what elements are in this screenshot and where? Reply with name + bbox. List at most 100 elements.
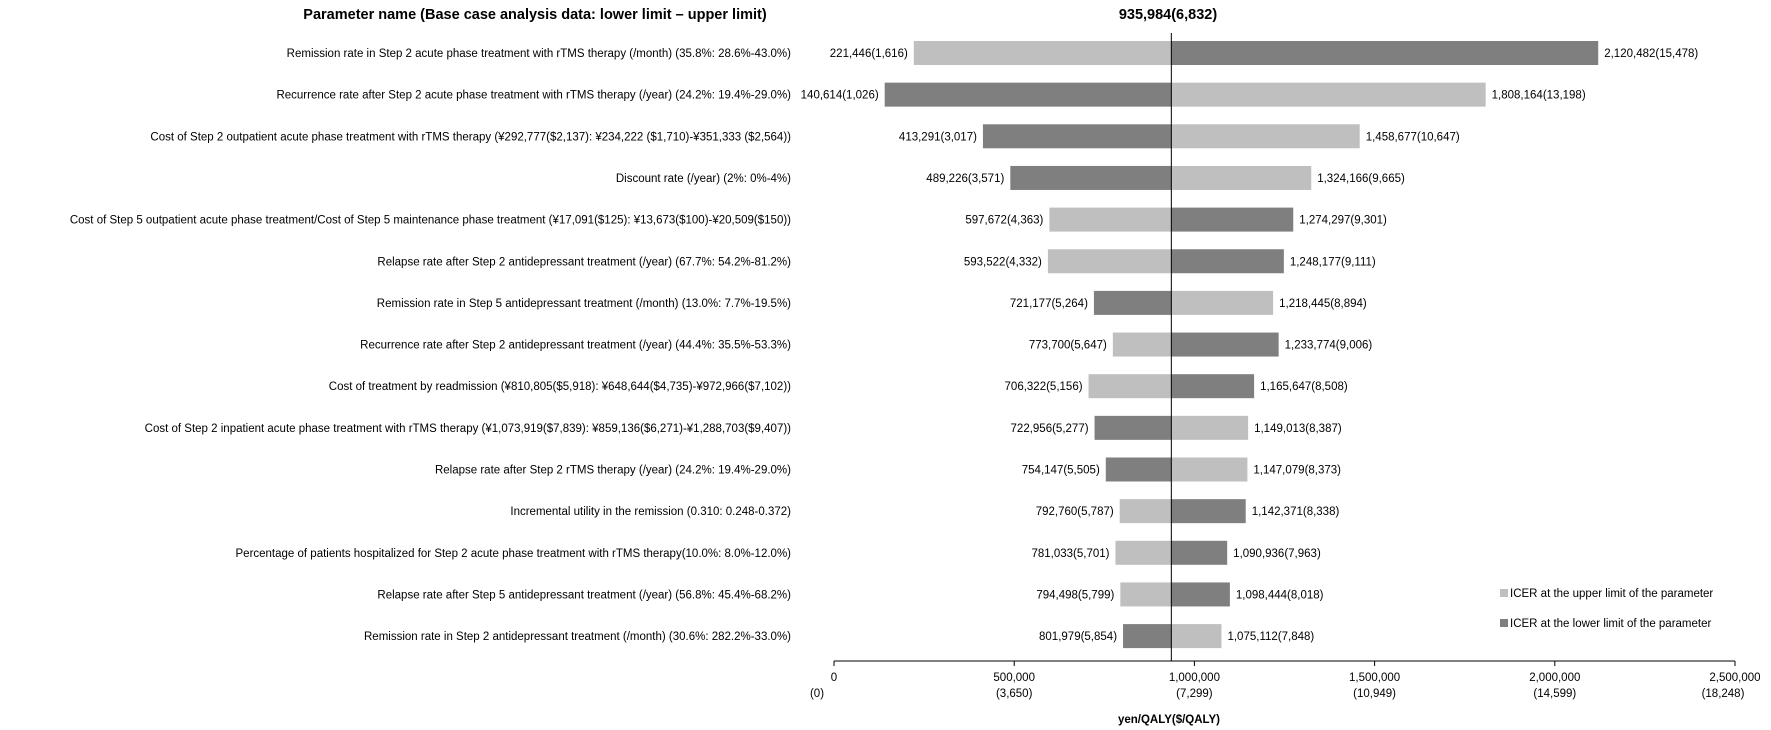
bar-upper-limit (1171, 82, 1486, 107)
bar-value-label: 1,808,164(13,198) (1492, 90, 1586, 102)
bar-upper-limit (913, 41, 1172, 65)
tornado-row: Incremental utility in the remission (0.… (510, 499, 1340, 524)
x-tick-sublabel: (18,248) (1702, 688, 1745, 700)
bar-lower-limit (1171, 332, 1279, 357)
parameter-label: Remission rate in Step 5 antidepressant … (377, 298, 791, 310)
tornado-row: Cost of Step 5 outpatient acute phase tr… (70, 207, 1387, 232)
bar-value-label: 794,498(5,799) (1036, 589, 1114, 601)
bar-value-label: 1,149,013(8,387) (1254, 423, 1342, 435)
tornado-row: Cost of treatment by readmission (¥810,8… (329, 374, 1348, 399)
bar-value-label: 2,120,482(15,478) (1604, 48, 1698, 60)
x-tick-label: 0 (831, 672, 837, 684)
bar-lower-limit (982, 124, 1172, 149)
bar-lower-limit (1171, 249, 1284, 274)
bar-value-label: 413,291(3,017) (899, 131, 977, 143)
bar-value-label: 1,075,112(7,848) (1227, 631, 1314, 643)
bar-value-label: 1,274,297(9,301) (1299, 215, 1387, 227)
tornado-row: Recurrence rate after Step 2 acute phase… (276, 82, 1586, 107)
legend-label: ICER at the lower limit of the parameter (1510, 618, 1711, 630)
tornado-row: Cost of Step 2 inpatient acute phase tre… (145, 415, 1342, 440)
bar-lower-limit (1123, 624, 1172, 649)
bar-value-label: 593,522(4,332) (964, 256, 1042, 268)
parameter-label: Discount rate (/year) (2%: 0%-4%) (616, 173, 791, 185)
bar-value-label: 706,322(5,156) (1005, 381, 1083, 393)
x-axis: 0 (0) 500,000 (3,650) 1,000,000 (7,299) 1,500,… (810, 660, 1761, 700)
parameter-label: Recurrence rate after Step 2 antidepress… (360, 340, 791, 352)
bar-lower-limit (1171, 582, 1230, 607)
x-tick-sublabel: (3,650) (996, 688, 1033, 700)
parameter-label: Relapse rate after Step 2 antidepressant… (377, 256, 791, 268)
parameter-label: Cost of treatment by readmission (¥810,8… (329, 381, 791, 393)
bar-value-label: 1,248,177(9,111) (1290, 256, 1376, 268)
tornado-row: Relapse rate after Step 2 antidepressant… (377, 249, 1376, 274)
tornado-row: Remission rate in Step 2 antidepressant … (364, 624, 1314, 649)
tornado-row: Discount rate (/year) (2%: 0%-4%) 489,226… (616, 165, 1405, 190)
x-tick-sublabel: (10,949) (1353, 688, 1396, 700)
legend: ICER at the upper limit of the parameter… (1500, 588, 1713, 630)
parameter-label: Percentage of patients hospitalized for … (236, 548, 792, 560)
bar-upper-limit (1047, 249, 1172, 274)
parameter-label: Cost of Step 2 outpatient acute phase tr… (150, 131, 791, 143)
x-axis-title: yen/QALY($/QALY) (1118, 714, 1220, 726)
bar-value-label: 1,147,079(8,373) (1253, 465, 1341, 477)
bar-lower-limit (1171, 207, 1294, 232)
bar-value-label: 489,226(3,571) (926, 173, 1004, 185)
bar-value-label: 1,142,371(8,338) (1252, 506, 1340, 518)
parameter-label: Relapse rate after Step 5 antidepressant… (377, 589, 791, 601)
bar-value-label: 722,956(5,277) (1011, 423, 1089, 435)
bar-upper-limit (1171, 124, 1360, 149)
x-tick-label: 2,000,000 (1529, 672, 1580, 684)
bar-value-label: 221,446(1,616) (830, 48, 908, 60)
x-tick-label: 500,000 (993, 672, 1035, 684)
bar-upper-limit (1112, 332, 1172, 357)
bar-value-label: 1,090,936(7,963) (1233, 548, 1321, 560)
x-tick-sublabel: (14,599) (1533, 688, 1576, 700)
bar-lower-limit (1105, 457, 1172, 482)
x-tick-label: 1,000,000 (1169, 672, 1220, 684)
bar-upper-limit (1088, 374, 1172, 399)
bar-value-label: 1,165,647(8,508) (1260, 381, 1348, 393)
bar-value-label: 1,233,774(9,006) (1285, 340, 1373, 352)
tornado-row: Remission rate in Step 5 antidepressant … (377, 290, 1367, 315)
bar-value-label: 597,672(4,363) (965, 215, 1043, 227)
bar-value-label: 781,033(5,701) (1031, 548, 1109, 560)
bar-value-label: 1,324,166(9,665) (1317, 173, 1405, 185)
bar-upper-limit (1119, 499, 1172, 524)
tornado-row: Percentage of patients hospitalized for … (236, 540, 1321, 565)
tornado-row: Relapse rate after Step 2 rTMS therapy (… (435, 457, 1341, 482)
bar-value-label: 773,700(5,647) (1029, 340, 1107, 352)
parameter-label: Remission rate in Step 2 acute phase tre… (287, 48, 791, 60)
bar-value-label: 1,218,445(8,894) (1279, 298, 1367, 310)
bar-upper-limit (1120, 582, 1172, 607)
bar-lower-limit (884, 82, 1172, 107)
base-case-value: 935,984(6,832) (1119, 7, 1218, 23)
bar-value-label: 792,760(5,787) (1036, 506, 1114, 518)
bar-value-label: 140,614(1,026) (801, 90, 879, 102)
bar-upper-limit (1049, 207, 1172, 232)
tornado-row: Remission rate in Step 2 acute phase tre… (287, 41, 1698, 65)
x-tick-sublabel: (7,299) (1176, 688, 1213, 700)
bar-upper-limit (1171, 290, 1274, 315)
bar-lower-limit (1171, 41, 1599, 65)
bar-lower-limit (1093, 290, 1172, 315)
parameter-label: Incremental utility in the remission (0.… (510, 506, 791, 518)
bar-lower-limit (1010, 165, 1172, 190)
bar-upper-limit (1171, 165, 1312, 190)
tornado-row: Relapse rate after Step 5 antidepressant… (377, 582, 1324, 607)
bar-lower-limit (1171, 499, 1246, 524)
legend-label: ICER at the upper limit of the parameter (1510, 588, 1713, 600)
chart-rows: Remission rate in Step 2 acute phase tre… (70, 41, 1698, 649)
x-tick-label: 2,500,000 (1709, 672, 1760, 684)
bar-value-label: 754,147(5,505) (1022, 465, 1100, 477)
bar-upper-limit (1171, 457, 1248, 482)
bar-value-label: 721,177(5,264) (1010, 298, 1088, 310)
legend-swatch-upper (1500, 589, 1508, 597)
bar-value-label: 801,979(5,854) (1039, 631, 1117, 643)
x-tick-label: 1,500,000 (1349, 672, 1400, 684)
tornado-row: Recurrence rate after Step 2 antidepress… (360, 332, 1373, 357)
parameter-label: Relapse rate after Step 2 rTMS therapy (… (435, 465, 791, 477)
parameter-label: Remission rate in Step 2 antidepressant … (364, 631, 791, 643)
bar-lower-limit (1094, 415, 1172, 440)
tornado-row: Cost of Step 2 outpatient acute phase tr… (150, 124, 1460, 149)
bar-upper-limit (1171, 415, 1249, 440)
